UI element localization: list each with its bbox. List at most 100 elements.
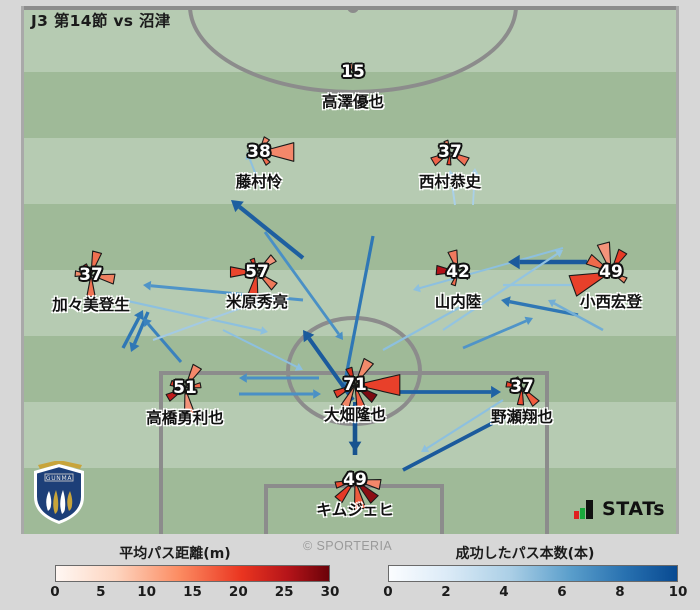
svg-text:GUNMA: GUNMA: [46, 475, 73, 482]
pass-direction-wedge: [446, 151, 452, 166]
pass-direction-wedge: [568, 271, 612, 297]
pitch-container: 15 高澤優也 38 藤村怜 37 西村恭史 37 加々美登生 57 米原秀亮 42 山内陸 49 小西宏…: [21, 6, 679, 553]
legend-tick-labels: 0 5 10 15 20 25 30: [50, 584, 339, 602]
pass-direction-wedge: [229, 266, 258, 278]
pass-direction-wedge: [435, 265, 459, 276]
penalty-area: [159, 371, 549, 534]
pass-direction-wedge: [184, 363, 202, 389]
pass-direction-wedge: [340, 384, 356, 409]
pass-direction-wedge: [354, 384, 369, 416]
pass-direction-wedge: [74, 270, 92, 277]
pass-arrow: [239, 389, 321, 399]
pass-direction-wedge: [183, 387, 196, 417]
pass-direction-wedge: [457, 271, 470, 280]
pass-direction-wedge: [83, 263, 92, 276]
pass-arrow: [548, 299, 604, 332]
page-title: J3 第14節 vs 沼津: [31, 12, 171, 30]
pass-arrow: [446, 170, 456, 206]
legend-tick: 2: [441, 584, 451, 600]
pass-direction-rose: [568, 241, 628, 297]
pass-direction-wedge: [258, 136, 271, 153]
pass-direction-wedge: [447, 249, 459, 273]
pass-direction-rose: [505, 376, 540, 407]
pass-direction-wedge: [449, 151, 470, 167]
pass-direction-wedge: [354, 357, 374, 386]
pass-direction-wedge: [256, 271, 278, 291]
pass-direction-wedge: [334, 479, 356, 489]
legend-gradient-bar: [388, 565, 678, 582]
pass-direction-rose: [165, 363, 202, 417]
football-pitch: 15 高澤優也 38 藤村怜 37 西村恭史 37 加々美登生 57 米原秀亮 42 山内陸 49 小西宏…: [21, 6, 679, 534]
pass-arrow: [462, 316, 533, 350]
pass-direction-rose: [333, 357, 401, 416]
gunma-club-crest: GUNMA: [34, 461, 84, 524]
centre-spot: [347, 6, 359, 13]
legend-tick: 10: [668, 584, 688, 600]
pass-direction-wedge: [353, 479, 367, 511]
pass-arrow: [382, 299, 473, 351]
legend-tick: 30: [320, 584, 340, 600]
legend-tick: 0: [50, 584, 60, 600]
pass-arrow: [222, 329, 303, 371]
stats-logo-text: STATs: [602, 498, 666, 520]
pass-arrow: [442, 250, 563, 331]
pitch-stripe: [24, 204, 676, 270]
pass-direction-wedge: [258, 151, 271, 166]
pass-direction-wedge: [516, 386, 525, 406]
pass-direction-wedge: [354, 374, 401, 396]
pass-arrow: [122, 298, 268, 335]
pass-direction-wedge: [596, 241, 612, 273]
pitch-stripe: [24, 468, 676, 534]
pass-direction-wedge: [249, 257, 258, 273]
legend-tick: 10: [137, 584, 157, 600]
pass-direction-wedge: [514, 376, 523, 388]
pitch-stripe: [24, 138, 676, 204]
pass-arrow: [129, 311, 150, 352]
pass-arrow: [470, 168, 479, 206]
pass-direction-wedge: [430, 151, 451, 167]
legend-tick-labels: 0 2 4 6 8 10: [383, 584, 687, 602]
pass-direction-wedge: [505, 380, 523, 388]
pass-direction-wedge: [169, 379, 186, 389]
pass-direction-wedge: [258, 142, 295, 162]
legend-gradient-bar: [55, 565, 330, 582]
pass-direction-rose: [347, 62, 354, 73]
pass-direction-rose: [258, 136, 295, 166]
pass-direction-rose: [334, 479, 382, 511]
pass-arrow: [143, 280, 304, 302]
pass-arrow: [508, 254, 587, 270]
pass-arrow: [152, 298, 263, 341]
pass-direction-wedge: [521, 386, 540, 407]
stats-bars-icon: [574, 500, 593, 519]
pass-direction-rose: [435, 249, 470, 287]
pass-direction-wedge: [610, 271, 628, 284]
legend-successful-pass-count: 成功したパス本数(本) 0 2 4 6 8 10: [350, 540, 700, 610]
pass-arrow: [402, 414, 508, 472]
pass-direction-wedge: [90, 250, 103, 276]
pass-direction-wedge: [333, 384, 356, 399]
legend-tick: 6: [557, 584, 567, 600]
legend-tick: 15: [183, 584, 202, 600]
pass-arrow: [413, 247, 564, 293]
pass-arrow: [263, 231, 343, 340]
legend-title: 平均パス距離(m): [119, 546, 231, 562]
pass-direction-wedge: [585, 254, 612, 273]
legend-tick: 4: [499, 584, 509, 600]
pass-direction-wedge: [184, 382, 202, 389]
pass-arrow: [395, 385, 501, 399]
pass-direction-wedge: [246, 271, 259, 299]
pass-arrow: [501, 296, 579, 317]
pass-direction-rose: [74, 250, 116, 298]
legend-avg-pass-distance: 平均パス距離(m) 0 5 10 15 20 25 30: [0, 540, 350, 610]
pass-direction-wedge: [165, 387, 186, 402]
legend-tick: 5: [96, 584, 106, 600]
pass-arrow: [245, 152, 262, 189]
pass-arrows-svg: [121, 152, 604, 472]
legend-tick: 8: [615, 584, 625, 600]
pass-direction-wedge: [443, 139, 451, 153]
pass-direction-rose: [430, 139, 470, 167]
stats-logo: STATs: [574, 495, 670, 523]
pass-direction-wedge: [610, 248, 628, 273]
pass-direction-wedge: [354, 384, 378, 403]
